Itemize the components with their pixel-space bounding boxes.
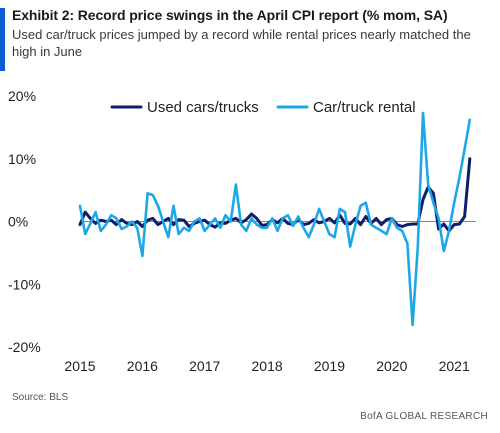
x-tick-label: 2018 xyxy=(252,358,283,374)
legend-label: Used cars/trucks xyxy=(147,99,259,116)
x-tick-label: 2020 xyxy=(376,358,407,374)
series-line-used-cars xyxy=(78,157,472,233)
x-tick-label: 2016 xyxy=(127,358,158,374)
x-tick-label: 2019 xyxy=(314,358,345,374)
chart-title: Exhibit 2: Record price swings in the Ap… xyxy=(12,7,448,23)
x-tick-label: 2017 xyxy=(189,358,220,374)
x-tick-label: 2015 xyxy=(64,358,95,374)
source-note: Source: BLS xyxy=(12,392,69,403)
accent-bar xyxy=(0,8,5,71)
y-tick-label: 10% xyxy=(8,151,36,167)
legend-label: Car/truck rental xyxy=(313,99,416,116)
series-line-car-rental xyxy=(78,111,472,327)
y-tick-label: 20% xyxy=(8,88,36,104)
y-tick-label: 0% xyxy=(8,214,28,230)
brand-label: BofA GLOBAL RESEARCH xyxy=(360,411,488,422)
x-tick-label: 2021 xyxy=(439,358,470,374)
y-tick-label: -10% xyxy=(8,276,41,292)
chart-subtitle: Used car/truck prices jumped by a record… xyxy=(12,27,471,59)
y-tick-label: -20% xyxy=(8,339,41,355)
